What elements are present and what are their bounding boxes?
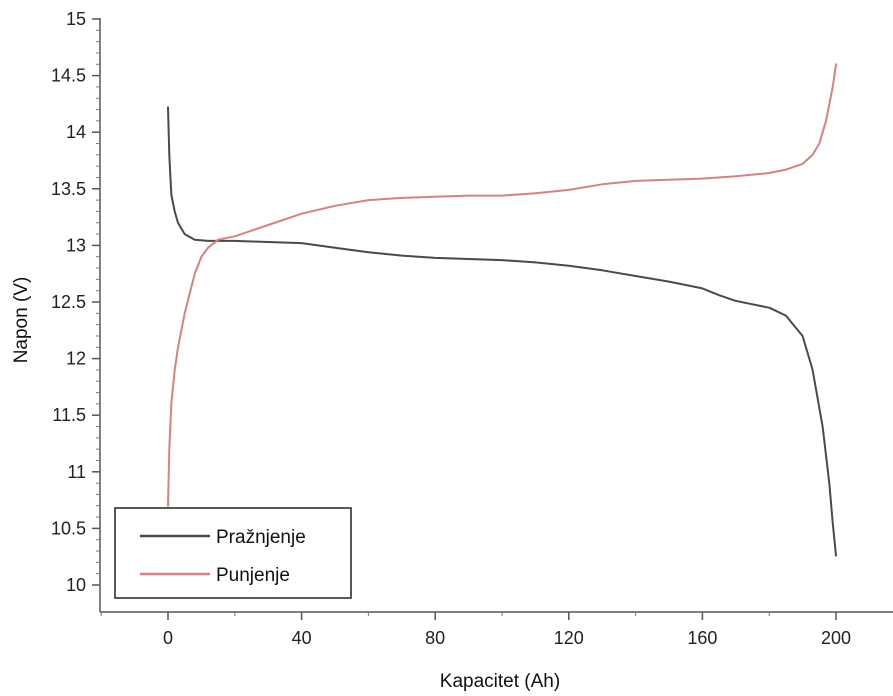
- y-tick-label: 10: [66, 575, 86, 595]
- y-tick-label: 11.5: [52, 405, 86, 425]
- y-tick-label: 14.5: [51, 66, 86, 86]
- x-axis-title: Kapacitet (Ah): [440, 671, 560, 692]
- y-axis-title: Napon (V): [11, 277, 32, 364]
- y-tick-label: 14: [66, 122, 86, 142]
- y-tick-label: 10.5: [51, 518, 86, 538]
- y-tick-label: 15: [66, 9, 86, 29]
- x-tick-label: 160: [687, 628, 717, 648]
- y-tick-label: 12: [66, 349, 86, 369]
- legend-label: Punjenje: [216, 565, 290, 586]
- y-tick-label: 13: [66, 235, 86, 255]
- legend-label: Pražnjenje: [216, 527, 306, 548]
- y-tick-label: 11: [67, 462, 86, 482]
- x-tick-label: 200: [821, 628, 851, 648]
- x-tick-label: 120: [554, 628, 584, 648]
- x-tick-label: 0: [163, 628, 173, 648]
- series-line-punjenje: [167, 63, 837, 507]
- x-tick-label: 40: [292, 628, 312, 648]
- y-tick-label: 13.5: [51, 179, 86, 199]
- series-line-praznjenje: [167, 106, 837, 557]
- y-tick-label: 12.5: [51, 292, 86, 312]
- legend-box: [114, 507, 352, 599]
- x-tick-label: 80: [425, 628, 445, 648]
